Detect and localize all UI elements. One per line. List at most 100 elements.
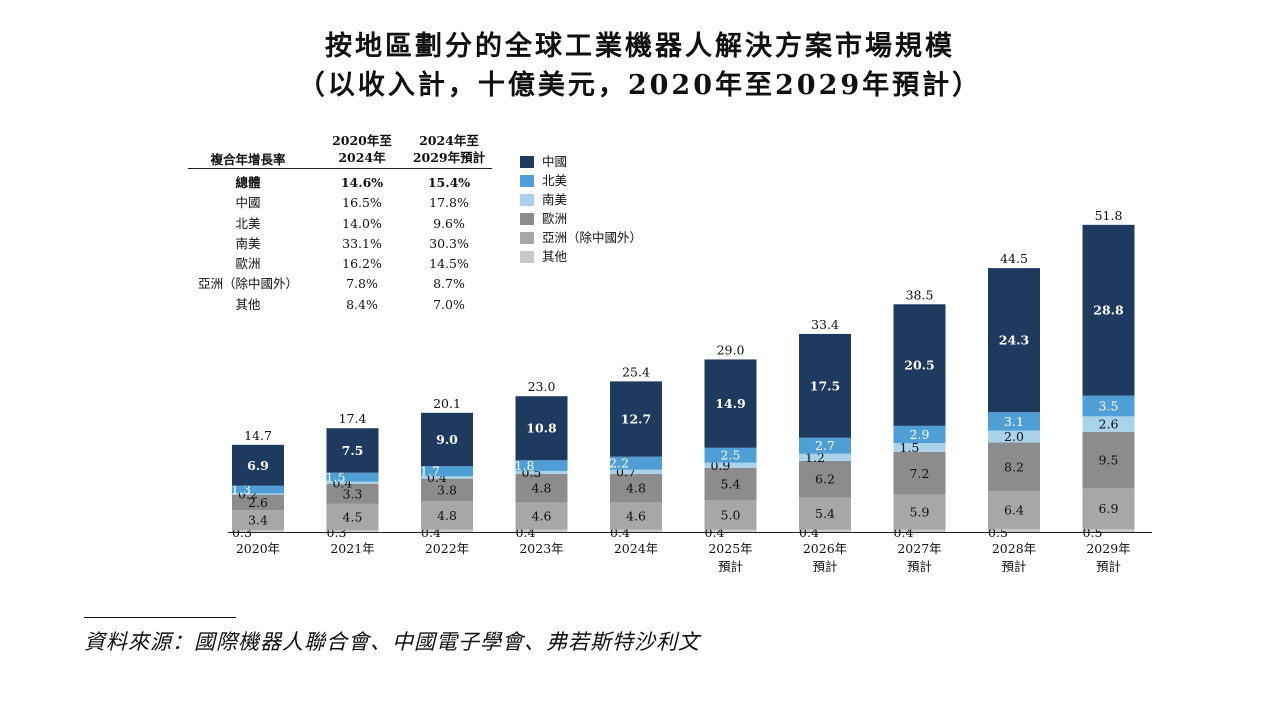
data-label: 14.9 <box>715 396 745 411</box>
data-label: 4.5 <box>343 509 363 524</box>
data-label: 6.4 <box>1004 503 1024 518</box>
data-label: 4.8 <box>437 508 457 523</box>
x-tick-label: 2025年 <box>708 541 752 556</box>
cagr-row-total: 總體 14.6% 15.4% <box>188 173 492 193</box>
data-label: 6.9 <box>247 458 269 473</box>
x-tick-label: 2024年 <box>614 541 658 556</box>
bar-segment <box>232 530 284 532</box>
cagr-header-period1-line1: 2020年至 <box>332 133 392 148</box>
bar-total-label: 17.4 <box>339 411 367 426</box>
legend-item-north-america: 北美 <box>520 171 642 190</box>
data-label: 3.5 <box>1099 398 1119 413</box>
cagr-header-period1-line2: 2024年 <box>338 150 386 165</box>
chart-title: 按地區劃分的全球工業機器人解決方案市場規模 <box>325 31 955 62</box>
bar-segment <box>988 529 1040 532</box>
data-label: 12.7 <box>621 412 651 427</box>
data-label: 6.9 <box>1099 501 1119 516</box>
x-tick-label: 預計 <box>1001 559 1026 574</box>
bar-segment <box>704 359 757 448</box>
bar-segment <box>1082 395 1135 417</box>
x-tick-label: 2027年 <box>897 541 941 556</box>
data-label: 1.8 <box>515 458 535 473</box>
x-tick-label: 預計 <box>812 559 837 574</box>
bar-segment <box>326 530 379 532</box>
bar-total-label: 14.7 <box>244 428 272 443</box>
x-tick-label: 2020年 <box>236 541 280 556</box>
data-label: 2.0 <box>1004 429 1024 444</box>
bar-segment <box>988 491 1040 530</box>
data-label: 2.5 <box>721 448 741 463</box>
bar-segment <box>704 499 757 530</box>
bar-segment <box>232 444 284 486</box>
data-label: 3.1 <box>1004 414 1024 429</box>
bar-segment <box>988 268 1040 413</box>
cagr-row-others: 其他 8.4% 7.0% <box>188 295 492 315</box>
bar-total-label: 44.5 <box>1000 251 1028 266</box>
cagr-row-value-2024-2029: 8.7% <box>433 276 465 292</box>
cagr-table: 複合年增長率 2020年至 2024年 2024年至 2029年預計 總體 14… <box>188 132 492 315</box>
bar-segment <box>610 502 662 530</box>
legend-label: 南美 <box>542 192 568 207</box>
bar-segment <box>515 460 568 471</box>
bar-segment <box>704 467 757 500</box>
cagr-row-value-2020-2024: 8.4% <box>346 296 378 312</box>
data-label: 2.2 <box>609 456 629 471</box>
cagr-header-label: 複合年增長率 <box>210 152 286 167</box>
legend-item-europe: 歐洲 <box>520 209 642 228</box>
bar-segment <box>988 412 1040 431</box>
legend-item-others: 其他 <box>520 247 642 266</box>
cagr-row-label: 中國 <box>235 195 261 211</box>
legend-swatch <box>520 251 534 263</box>
data-label: 1.3 <box>231 482 251 497</box>
cagr-row-label: 歐洲 <box>235 256 261 272</box>
data-label: 5.4 <box>721 476 741 491</box>
x-tick-label: 2022年 <box>425 541 469 556</box>
bar-segment <box>421 476 473 479</box>
data-label: 3.8 <box>437 482 457 497</box>
legend-item-asia-ex-china: 亞洲（除中國外） <box>520 228 642 247</box>
bar-segment <box>988 442 1040 492</box>
cagr-row-value-2024-2029: 14.5% <box>429 256 469 272</box>
bar-segment <box>1082 416 1135 432</box>
legend-label: 北美 <box>542 173 568 188</box>
cagr-header-period2: 2024年至 2029年預計 <box>406 132 492 166</box>
cagr-row-value-2024-2029: 17.8% <box>429 195 469 211</box>
bar-segment <box>515 529 568 532</box>
bar-segment <box>893 443 946 452</box>
bar-segment <box>515 473 568 503</box>
data-label: 28.8 <box>1093 303 1124 318</box>
data-label: 2.6 <box>1099 417 1119 432</box>
cagr-header-period2-line2: 2029年預計 <box>412 150 486 165</box>
bar-total-label: 51.8 <box>1095 208 1123 223</box>
legend-item-china: 中國 <box>520 152 642 171</box>
bar-segment <box>1082 529 1135 532</box>
cagr-row-label: 亞洲（除中國外） <box>197 276 298 292</box>
bar-segment <box>421 412 473 467</box>
bar-segment <box>704 447 757 463</box>
chart-legend: 中國 北美 南美 歐洲 亞洲（除中國外） 其他 <box>520 152 642 266</box>
x-tick-label: 預計 <box>1096 559 1121 574</box>
cagr-row-asia-ex-china: 亞洲（除中國外） 7.8% 8.7% <box>188 274 492 294</box>
bar-segment <box>799 529 851 532</box>
data-label: 4.6 <box>532 508 552 523</box>
bar-segment <box>421 466 473 477</box>
bar-segment <box>515 396 568 461</box>
data-label: 4.6 <box>626 508 646 523</box>
data-label: 5.4 <box>815 506 835 521</box>
cagr-row-value-2020-2024: 33.1% <box>342 235 382 251</box>
data-label: 4.8 <box>626 481 646 496</box>
cagr-row-china: 中國 16.5% 17.8% <box>188 193 492 213</box>
data-label: 3.4 <box>248 513 268 528</box>
bar-total-label: 33.4 <box>811 317 839 332</box>
bar-segment <box>326 483 379 504</box>
source-note: 資料來源：國際機器人聯合會、中國電子學會、弗若斯特沙利文 <box>84 630 700 654</box>
x-tick-label: 預計 <box>907 559 932 574</box>
bar-segment <box>893 451 946 495</box>
bar-segment <box>232 485 284 494</box>
data-label: 20.5 <box>904 358 934 373</box>
chart-subtitle: （以收入計，十億美元，2020年至2029年預計） <box>297 70 983 101</box>
data-label: 1.5 <box>326 470 346 485</box>
bar-segment <box>1082 488 1135 530</box>
bar-segment <box>515 502 568 530</box>
